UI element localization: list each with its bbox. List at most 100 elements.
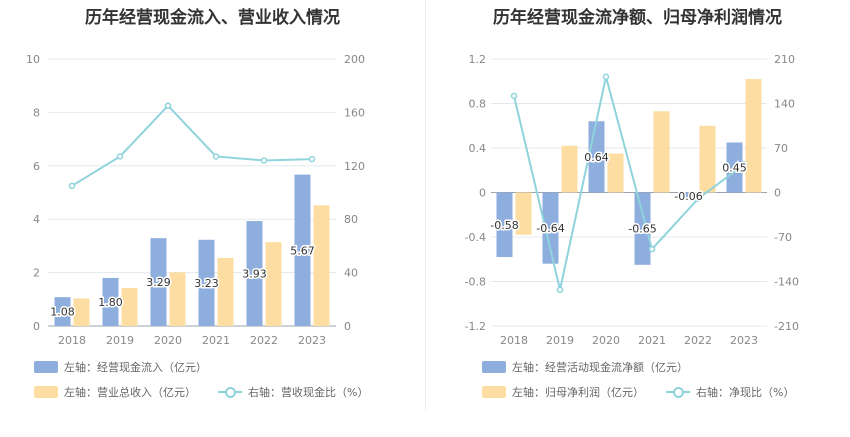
- legend-swatch-bar-blue: [482, 361, 506, 373]
- data-label: -0.64: [536, 222, 564, 235]
- legend-swatch-bar-yellow: [34, 386, 58, 398]
- bar: [515, 192, 532, 235]
- bar: [726, 142, 743, 193]
- legend-label-net-profit: 左轴：归母净利润（亿元）: [512, 386, 644, 399]
- bar: [496, 192, 513, 258]
- right-axis-tick-label: 140: [774, 98, 795, 111]
- bar: [54, 297, 71, 326]
- line-point: [212, 153, 220, 160]
- left-axis-tick-label: -0.4: [465, 231, 486, 244]
- legend-label-revenue: 左轴：营业总收入（亿元）: [64, 386, 196, 399]
- line-point: [602, 73, 610, 81]
- bar: [699, 125, 716, 193]
- left-axis-tick-label: 0: [479, 187, 486, 200]
- line-point: [694, 195, 702, 203]
- x-axis-tick-label: 2019: [106, 334, 134, 347]
- line-point: [740, 161, 748, 168]
- line-point: [648, 245, 656, 253]
- x-axis-tick-label: 2021: [202, 334, 230, 347]
- legend-label-ratio: 右轴：净现比（%）: [696, 386, 795, 399]
- right-axis-tick-label: 80: [344, 213, 358, 226]
- x-axis-tick-label: 2023: [298, 334, 326, 347]
- data-label: 3.23: [194, 277, 219, 290]
- chart-panel-cash-inflow-revenue: 历年经营现金流入、营业收入情况 0 0 2 40 4 80 6 120 8 160 10 200 201…: [26, 8, 368, 400]
- line-point: [556, 286, 564, 294]
- legend-label-ratio: 右轴：营收现金比（%）: [248, 386, 369, 399]
- left-axis-tick-label: 0: [33, 320, 40, 333]
- chart-plot-cash-inflow-revenue: 0 0 2 40 4 80 6 120 8 160 10 200 2018 2019 2020 2021 202…: [26, 53, 365, 347]
- bar: [542, 192, 559, 264]
- bar: [680, 192, 697, 200]
- chart-panel-net-cash-net-profit: 历年经营现金流净额、归母净利润情况 -1.2 -210 -0.8 -140 -0.4 -7…: [425, 0, 850, 437]
- legend-label-cash-inflow: 左轴：经营现金流入（亿元）: [64, 361, 207, 374]
- left-axis-tick-label: 0.4: [469, 142, 487, 155]
- line-series: [71, 104, 313, 187]
- bar: [745, 79, 762, 193]
- x-axis-tick-label: 2020: [154, 334, 182, 347]
- bar: [121, 288, 138, 326]
- bar: [102, 277, 119, 326]
- line-series: [513, 76, 745, 290]
- legend-swatch-bar-yellow: [482, 386, 506, 398]
- bar: [198, 239, 215, 326]
- right-axis-tick-label: 0: [344, 320, 351, 333]
- right-axis-tick-label: -210: [774, 320, 799, 333]
- data-label: 3.29: [146, 276, 171, 289]
- left-axis-tick-label: 6: [33, 160, 40, 173]
- data-label: 5.67: [290, 244, 315, 257]
- left-axis-tick-label: 8: [33, 106, 40, 119]
- right-axis-tick-label: 0: [774, 187, 781, 200]
- line-point: [308, 155, 316, 163]
- right-axis-tick-label: -70: [774, 231, 792, 244]
- data-label: -0.58: [490, 219, 518, 232]
- bar: [169, 272, 186, 326]
- chart-plot-net-cash-net-profit: -1.2 -210 -0.8 -140 -0.4 -70 0 0 0.4 70 0.8 140 1.2 2…: [465, 53, 799, 347]
- left-axis-tick-label: -1.2: [465, 320, 486, 333]
- left-axis-tick-label: -0.8: [465, 276, 486, 289]
- bar: [265, 242, 282, 326]
- data-label: 0.64: [584, 151, 609, 164]
- left-axis-tick-label: 2: [33, 267, 40, 280]
- x-axis-tick-label: 2018: [58, 334, 86, 347]
- panel-divider: [425, 0, 426, 410]
- bar: [294, 174, 311, 326]
- right-axis-tick-label: 70: [774, 142, 788, 155]
- legend-row-2: 左轴：营业总收入（亿元） 右轴：营收现金比（%）: [34, 384, 368, 400]
- x-axis-tick-label: 2022: [684, 334, 712, 347]
- bar: [607, 153, 624, 193]
- legend-row-2: 左轴：归母净利润（亿元） 右轴：净现比（%）: [482, 384, 794, 400]
- x-axis-tick-label: 2020: [592, 334, 620, 347]
- right-axis-tick-label: 200: [344, 53, 365, 66]
- chart-title: 历年经营现金流入、营业收入情况: [85, 8, 340, 28]
- legend-swatch-bar-blue: [34, 361, 58, 373]
- legend-swatch-line: [666, 386, 690, 398]
- bar: [246, 221, 263, 326]
- data-label: -0.06: [674, 190, 702, 203]
- bar: [561, 145, 578, 193]
- bar: [150, 238, 167, 326]
- line-point: [260, 157, 268, 164]
- bar: [73, 298, 90, 326]
- bar: [313, 205, 330, 326]
- bar: [217, 257, 234, 326]
- line-point: [510, 92, 518, 100]
- right-axis-tick-label: 40: [344, 267, 358, 280]
- data-label: 1.80: [98, 296, 123, 309]
- legend-label-net-cash: 左轴：经营活动现金流净额（亿元）: [512, 361, 688, 374]
- x-axis-tick-label: 2023: [730, 334, 758, 347]
- line-point: [164, 102, 172, 109]
- right-axis-tick-label: -140: [774, 276, 799, 289]
- right-axis-tick-label: 120: [344, 160, 365, 173]
- data-label: 0.45: [722, 161, 747, 174]
- legend-row-1: 左轴：经营现金流入（亿元）: [34, 359, 207, 375]
- bar: [634, 192, 651, 265]
- x-axis-tick-label: 2018: [500, 334, 528, 347]
- x-axis-tick-label: 2021: [638, 334, 666, 347]
- left-axis-tick-label: 10: [26, 53, 40, 66]
- left-axis-tick-label: 4: [33, 213, 40, 226]
- right-axis-tick-label: 160: [344, 106, 365, 119]
- x-axis-tick-label: 2022: [250, 334, 278, 347]
- bar: [653, 111, 670, 193]
- x-axis-tick-label: 2019: [546, 334, 574, 347]
- data-label: 1.08: [50, 306, 75, 319]
